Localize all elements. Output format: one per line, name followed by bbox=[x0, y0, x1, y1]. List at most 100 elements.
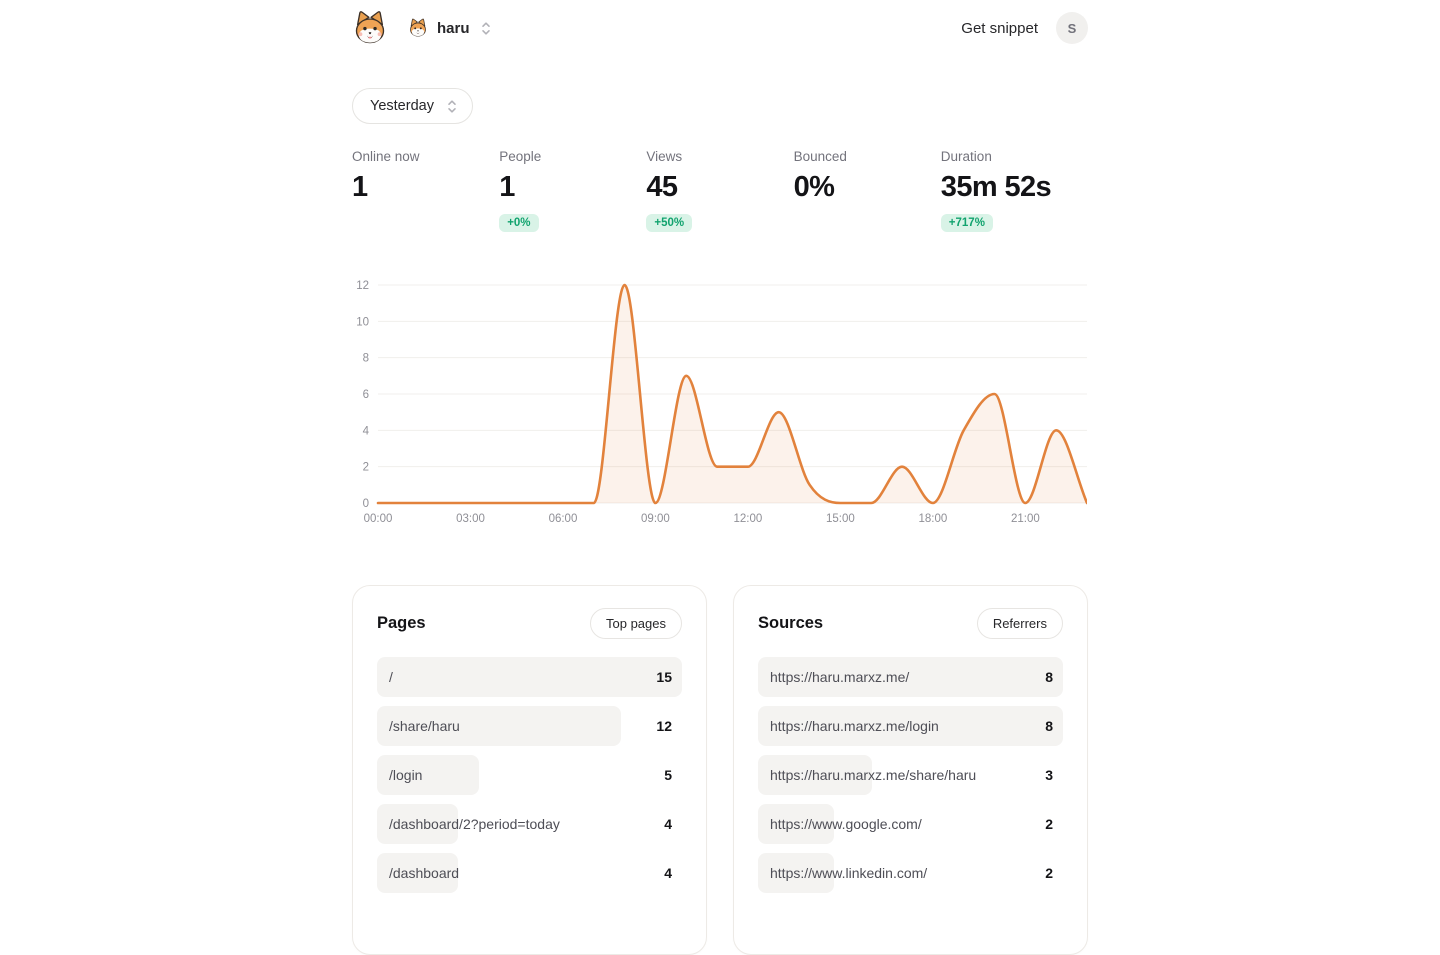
row-count: 2 bbox=[1045, 865, 1053, 881]
sources-card-title: Sources bbox=[758, 614, 824, 632]
row-count: 4 bbox=[664, 816, 672, 832]
pages-card-title: Pages bbox=[377, 614, 426, 632]
row-count: 12 bbox=[656, 718, 672, 734]
sources-card: Sources Referrers https://haru.marxz.me/… bbox=[733, 585, 1088, 955]
stat-value: 0% bbox=[793, 171, 835, 203]
stat-badge: +0% bbox=[499, 214, 539, 232]
chevron-up-down-icon bbox=[481, 21, 491, 36]
chart-x-tick-label: 12:00 bbox=[734, 513, 763, 525]
stat: Online now 1 bbox=[352, 149, 499, 234]
views-chart: 0 2 4 6 8 10 12 00:00 03:00 06:00 09:00 12:00 15:00 1… bbox=[350, 279, 1088, 527]
stat-label: Online now bbox=[352, 149, 420, 164]
row-bar bbox=[758, 706, 1063, 746]
stat-label: Duration bbox=[940, 149, 992, 164]
source-row[interactable]: https://haru.marxz.me/login 8 bbox=[758, 706, 1063, 746]
chart-x-tick-label: 18:00 bbox=[918, 513, 947, 525]
row-label: https://haru.marxz.me/ bbox=[770, 669, 910, 685]
get-snippet-link[interactable]: Get snippet bbox=[961, 19, 1038, 37]
chart-x-tick-label: 15:00 bbox=[826, 513, 855, 525]
page-row[interactable]: /login 5 bbox=[377, 755, 682, 795]
user-avatar[interactable]: S bbox=[1056, 12, 1088, 44]
chevron-up-down-icon bbox=[447, 99, 457, 114]
cards-section: Pages Top pages /15/share/haru 12/login 5/… bbox=[352, 585, 1088, 955]
stats-row: Online now 1 People 1 +0% Views 45 +50% Bounced 0… bbox=[352, 149, 1088, 234]
shiba-logo-icon[interactable] bbox=[352, 10, 388, 46]
chart-x-tick-label: 03:00 bbox=[456, 513, 485, 525]
row-count: 3 bbox=[1045, 767, 1053, 783]
chart-y-tick-label: 8 bbox=[363, 353, 369, 365]
chart-y-tick-label: 6 bbox=[363, 389, 369, 401]
row-label: /dashboard/2?period=today bbox=[389, 816, 560, 832]
page-row[interactable]: /dashboard 4 bbox=[377, 853, 682, 893]
stat: People 1 +0% bbox=[499, 149, 646, 234]
chart-line bbox=[376, 283, 1087, 505]
stat-label: Views bbox=[646, 149, 683, 164]
page-row[interactable]: / 15 bbox=[377, 657, 682, 697]
row-count: 2 bbox=[1045, 816, 1053, 832]
page-row[interactable]: /dashboard/2?period=today 4 bbox=[377, 804, 682, 844]
row-label: /login bbox=[389, 767, 423, 783]
chart-x-tick-label: 00:00 bbox=[364, 513, 393, 525]
header: haru Get snippet S bbox=[352, 0, 1088, 46]
row-bar bbox=[758, 755, 873, 795]
chart-y-tick-label: 10 bbox=[356, 316, 369, 328]
row-label: https://haru.marxz.me/login bbox=[770, 718, 939, 734]
chart-y-tick-label: 4 bbox=[363, 425, 370, 437]
stat-label: Bounced bbox=[793, 149, 847, 164]
pages-card-header: Pages Top pages bbox=[377, 608, 682, 639]
stat-label: People bbox=[499, 149, 542, 164]
chart-y-tick-label: 2 bbox=[363, 462, 369, 474]
sources-card-header: Sources Referrers bbox=[758, 608, 1063, 639]
period-select-value: Yesterday bbox=[370, 98, 434, 114]
top-pages-button[interactable]: Top pages bbox=[590, 608, 682, 639]
row-label: /dashboard bbox=[389, 865, 460, 881]
row-bar bbox=[377, 804, 459, 844]
row-bar bbox=[758, 657, 1063, 697]
stat-badge: +50% bbox=[646, 214, 693, 232]
stat-badge-area bbox=[794, 204, 941, 234]
row-count: 8 bbox=[1045, 669, 1053, 685]
chart-x-tick-label: 21:00 bbox=[1011, 513, 1040, 525]
row-label: https://www.google.com/ bbox=[770, 816, 922, 832]
stat-badge-area: +0% bbox=[499, 204, 646, 234]
stat-value: 1 bbox=[499, 171, 515, 203]
referrers-button[interactable]: Referrers bbox=[976, 608, 1063, 639]
row-count: 8 bbox=[1045, 718, 1053, 734]
stat-badge-area bbox=[352, 204, 499, 234]
pages-list: / 15/share/haru 12/login 5/dashboard/2?peri… bbox=[377, 657, 682, 893]
row-count: 15 bbox=[656, 669, 672, 685]
row-label: / bbox=[389, 669, 393, 685]
header-right: Get snippet S bbox=[961, 12, 1088, 44]
pages-card: Pages Top pages /15/share/haru 12/login 5/… bbox=[352, 585, 707, 955]
stat: Bounced 0% bbox=[794, 149, 941, 234]
stat: Views 45 +50% bbox=[646, 149, 793, 234]
row-bar bbox=[758, 853, 835, 893]
source-row[interactable]: https://www.linkedin.com/2 bbox=[758, 853, 1063, 893]
stat-value: 45 bbox=[646, 171, 678, 203]
site-switcher[interactable]: haru bbox=[408, 18, 491, 38]
source-row[interactable]: https://haru.marxz.me/8 bbox=[758, 657, 1063, 697]
chart-y-tick-label: 12 bbox=[356, 280, 369, 292]
site-avatar-shiba-icon bbox=[410, 18, 426, 37]
period-select[interactable]: Yesterday bbox=[352, 88, 473, 124]
row-bar bbox=[377, 853, 459, 893]
stat: Duration 35m 52s +717% bbox=[940, 149, 1088, 234]
sources-list: https://haru.marxz.me/8 https://haru.marx… bbox=[758, 657, 1063, 893]
row-label: https://haru.marxz.me/share/haru bbox=[770, 767, 977, 783]
row-count: 4 bbox=[664, 865, 672, 881]
page-row[interactable]: /share/haru 12 bbox=[377, 706, 682, 746]
stat-badge: +717% bbox=[940, 214, 993, 232]
stat-badge-area: +717% bbox=[940, 204, 1088, 234]
site-name: haru bbox=[437, 19, 470, 37]
views-chart-svg: 0 2 4 6 8 10 12 00:00 03:00 06:00 09:00 12:00 15:00 1… bbox=[356, 280, 1087, 525]
row-bar bbox=[377, 657, 682, 697]
source-row[interactable]: https://haru.marxz.me/share/haru 3 bbox=[758, 755, 1063, 795]
stat-value: 1 bbox=[352, 171, 368, 203]
stat-badge-area: +50% bbox=[646, 204, 793, 234]
chart-y-tick-label: 0 bbox=[363, 498, 369, 510]
source-row[interactable]: https://www.google.com/2 bbox=[758, 804, 1063, 844]
row-bar bbox=[377, 706, 621, 746]
page-container: haru Get snippet S Yesterday Online now 1… bbox=[352, 0, 1088, 955]
row-bar bbox=[377, 755, 479, 795]
row-count: 5 bbox=[664, 767, 672, 783]
